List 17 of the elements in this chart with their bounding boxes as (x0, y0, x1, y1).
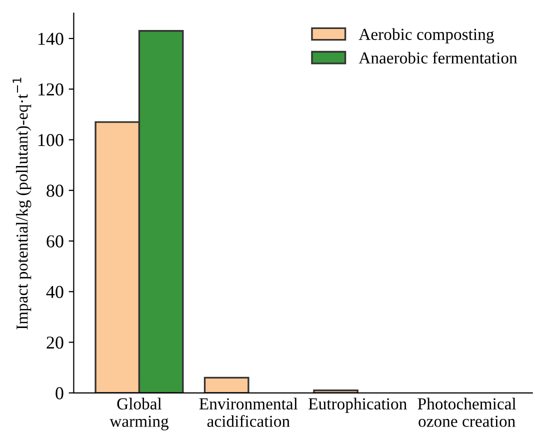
y-tick-label: 80 (46, 184, 64, 197)
y-tick-label: 60 (46, 235, 64, 248)
legend-label: Anaerobic fermentation (358, 52, 518, 64)
y-tick-label: 40 (46, 286, 64, 298)
x-tick-label: Environmental acidification (199, 398, 298, 427)
y-tick-label: 140 (38, 32, 64, 45)
y-tick-label: 20 (46, 336, 64, 349)
y-tick-label: 120 (38, 83, 64, 96)
bar (313, 390, 358, 393)
legend-label: Aerobic composting (358, 28, 494, 44)
x-tick-label: Global warming (110, 398, 169, 430)
y-tick-label: 100 (38, 134, 64, 146)
x-tick-label: Eutrophication (308, 398, 407, 413)
y-axis-title: Impact potential/kg (pollutant)-eq·t$^{−1}$ (12, 78, 32, 330)
y-tick-label: 0 (56, 387, 64, 400)
x-tick-label: Photochemical ozone creation (418, 398, 516, 427)
bar (204, 376, 250, 393)
